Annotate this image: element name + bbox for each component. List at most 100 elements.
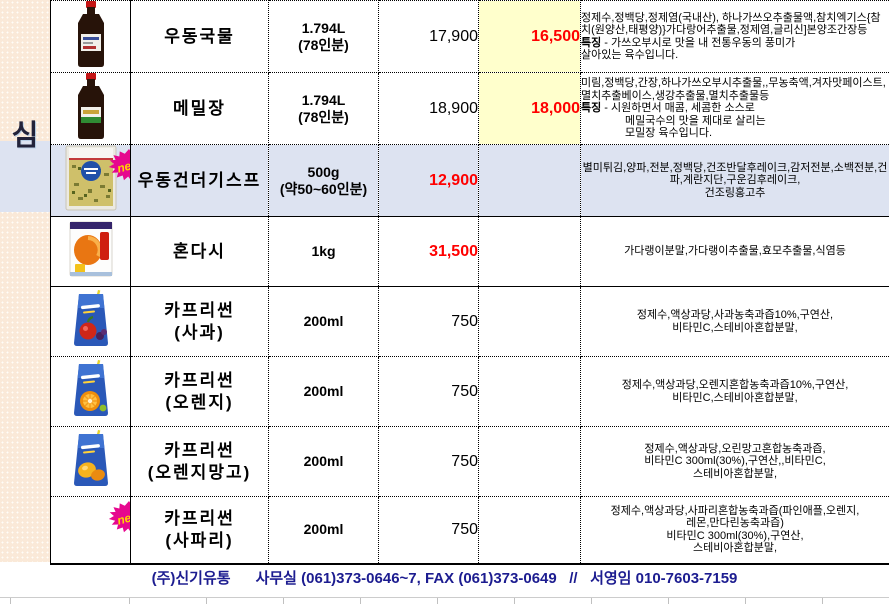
sale-price-cell	[478, 286, 581, 357]
price-cell: 750	[378, 356, 479, 427]
product-image-cell	[50, 356, 131, 427]
caprisun-apple-pouch-image	[70, 289, 112, 352]
footer-contact-info: (주)신기유통 사무실 (061)373-0646~7, FAX (061)37…	[151, 570, 738, 587]
product-name-line: 혼다시	[173, 241, 226, 261]
product-table-body: 우동국물 1.794L (78인분) 17,900 16,500 정제수,정백당,정제염(…	[50, 0, 889, 565]
product-name-line: (사과)	[174, 322, 225, 342]
description-bold-prefix: 특징	[581, 36, 602, 49]
description-line: 별미튀김,양파,전분,정백당,건조반달후레이크,감저전분,소백전분,건파,계란지…	[582, 161, 888, 187]
description-line: 정제수,액상과당,오렌지혼합농축과즙10%,구연산,	[621, 379, 849, 391]
description-line: 특징 - 가쓰오부시로 맛을 내 전통우동의 풍미가	[581, 36, 889, 50]
price-cell: 18,900	[378, 72, 479, 145]
product-row: new 카프리썬 (사파리) 200ml 750 정제수,액상과당,사파리혼합농축과즙(파…	[50, 496, 889, 565]
product-name-line: 카프리썬	[164, 300, 235, 320]
description-line: 스테비아혼합분말,	[692, 542, 777, 555]
new-badge-icon: new	[108, 501, 131, 533]
product-name: 우동건더기스프	[130, 144, 269, 217]
description-text: - 가쓰오부시로 맛을 내 전통우동의 풍미가	[601, 36, 796, 49]
product-image-cell	[50, 0, 131, 73]
price-cell: 31,500	[378, 216, 479, 287]
product-row: 카프리썬 (사과) 200ml 750 정제수,액상과당,사과농축과즙10%,구연산, 비…	[50, 286, 889, 357]
product-price-table: 우동국물 1.794L (78인분) 17,900 16,500 정제수,정백당,정제염(…	[50, 0, 889, 565]
product-name-line: (사파리)	[165, 530, 234, 550]
hondashi-pack-image	[68, 221, 114, 282]
sale-price-cell: 18,000	[478, 72, 581, 145]
description-line: 정제수,액상과당,오린망고혼합농축과즙,	[644, 442, 826, 455]
product-size-line: 200ml	[303, 521, 344, 538]
product-row: 메밀장 1.794L (78인분) 18,900 18,000 미림,정백당,간장,하나가…	[50, 72, 889, 145]
sale-price-cell	[478, 216, 581, 287]
product-image-cell	[50, 286, 131, 357]
description-line: 비타민C,스테비아혼합분말,	[672, 321, 798, 334]
memiljang-bottle-image	[72, 73, 110, 143]
description-line: 비타민C 300ml(30%),구연산,	[666, 529, 804, 542]
description-line: 모밀장 육수입니다.	[625, 127, 713, 140]
description-line: 정제수,정백당,정제염(국내산), 하나가쓰오추출물액,참치엑기스{참치(원양산…	[581, 11, 881, 37]
product-name-line: 카프리썬	[164, 508, 235, 528]
product-image-cell	[50, 216, 131, 287]
product-image-cell: new	[50, 144, 131, 217]
new-badge-label: new	[115, 508, 131, 528]
description-line: 메밀국수의 맛을 제대로 살리는	[625, 114, 766, 127]
description-line: 레몬,만다린농축과즙)	[686, 517, 784, 530]
price-cell: 17,900	[378, 0, 479, 73]
description-cell: 정제수,액상과당,오린망고혼합농축과즙, 비타민C 300ml(30%),구연산,…	[580, 426, 889, 497]
new-badge-label: new	[115, 156, 131, 176]
next-section-edge	[0, 597, 889, 604]
product-size: 1kg	[268, 216, 379, 287]
sale-price-cell	[478, 356, 581, 427]
product-name-line: 카프리썬	[164, 440, 235, 460]
product-name-line: 메밀장	[173, 98, 226, 118]
product-size-line: 1.794L	[301, 19, 346, 36]
caprisun-orange-pouch-image	[70, 359, 112, 422]
description-line: 미림,정백당,간장,하나가쓰오부시추출물,,무농축액,겨자맛페이스트,멸치추출베…	[581, 77, 886, 102]
product-row: new 우동건더기스프 500g (약50~60인분) 12,900 별미튀김,양파,전분…	[50, 144, 889, 217]
price-cell: 750	[378, 286, 479, 357]
price-cell: 12,900	[378, 144, 479, 217]
product-size-line: (78인분)	[298, 108, 349, 125]
sale-price-cell	[478, 144, 581, 217]
sale-price-cell	[478, 426, 581, 497]
product-size: 200ml	[268, 426, 379, 497]
product-size: 200ml	[268, 496, 379, 565]
product-size-line: (약50~60인분)	[279, 180, 368, 197]
product-name-line: (오렌지)	[165, 392, 234, 412]
description-line: 비타민C 300ml(30%),구연산,,비타민C,	[644, 455, 826, 468]
product-size: 500g (약50~60인분)	[268, 144, 379, 217]
product-size-line: 1.794L	[301, 91, 346, 108]
product-name: 카프리썬 (사파리)	[130, 496, 269, 565]
description-cell: 정제수,액상과당,오렌지혼합농축과즙10%,구연산, 비타민C,스테비아혼합분말,	[580, 356, 889, 427]
product-image-cell	[50, 72, 131, 145]
description-bold-prefix: 특징	[581, 102, 602, 115]
product-size: 200ml	[268, 286, 379, 357]
description-cell: 정제수,액상과당,사과농축과즙10%,구연산, 비타민C,스테비아혼합분말,	[580, 286, 889, 357]
description-line: 건조링홍고추	[704, 186, 766, 199]
description-line: 가다랭이분말,가다랭이추출물,효모추출물,식염등	[624, 245, 846, 258]
description-line: 특징 - 시원하면서 매콤, 세콤한 소스로	[581, 102, 889, 115]
category-sidebar: 심	[0, 0, 50, 562]
soy-bottle-image	[72, 1, 110, 71]
product-name-line: 우동국물	[164, 26, 235, 46]
category-label: 심	[11, 120, 39, 152]
description-line: 스테비아혼합분말,	[692, 467, 777, 480]
product-size-line: 500g	[307, 163, 340, 180]
product-name: 카프리썬 (오렌지)	[130, 356, 269, 427]
description-line: 정제수,액상과당,사과농축과즙10%,구연산,	[636, 309, 834, 321]
description-text: - 시원하면서 매콤, 세콤한 소스로	[601, 102, 755, 115]
product-row: 혼다시 1kg 31,500 가다랭이분말,가다랭이추출물,효모추출물,식염등	[50, 216, 889, 287]
product-name: 우동국물	[130, 0, 269, 73]
product-size-line: (78인분)	[298, 36, 349, 53]
product-size-line: 1kg	[311, 243, 336, 259]
product-name: 혼다시	[130, 216, 269, 287]
price-cell: 750	[378, 496, 479, 565]
description-line: 살아있는 육수입니다.	[581, 49, 679, 61]
product-name: 카프리썬 (사과)	[130, 286, 269, 357]
product-name: 메밀장	[130, 72, 269, 145]
product-size: 200ml	[268, 356, 379, 427]
price-cell: 750	[378, 426, 479, 497]
description-line: 비타민C,스테비아혼합분말,	[672, 391, 798, 404]
description-cell: 정제수,액상과당,사파리혼합농축과즙(파인애플,오렌지, 레몬,만다린농축과즙) 비…	[580, 496, 889, 565]
product-image-cell: new	[50, 496, 131, 565]
product-name: 카프리썬 (오렌지망고)	[130, 426, 269, 497]
product-size: 1.794L (78인분)	[268, 0, 379, 73]
